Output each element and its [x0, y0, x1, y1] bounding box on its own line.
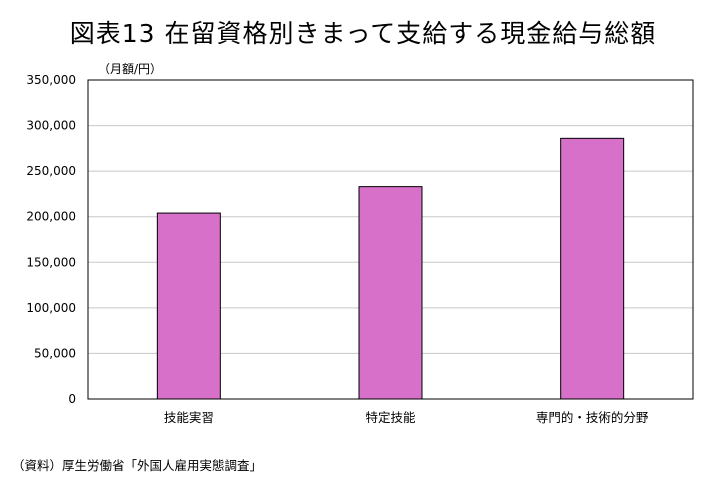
bar [156, 212, 221, 400]
y-tick-label: 300,000 [26, 119, 76, 133]
x-axis-categories: 技能実習 特定技能 専門的・技術的分野 [164, 410, 649, 425]
y-axis-unit-label: （月額/円） [98, 62, 163, 76]
y-tick-label: 0 [68, 392, 76, 406]
source-note: （資料）厚生労働省「外国人雇用実態調査」 [12, 458, 263, 473]
y-tick-label: 250,000 [26, 164, 76, 178]
x-category-label: 専門的・技術的分野 [536, 410, 649, 425]
y-tick-label: 200,000 [26, 210, 76, 224]
x-category-label: 技能実習 [164, 410, 214, 425]
bar [358, 186, 423, 400]
y-tick-label: 100,000 [26, 301, 76, 315]
bar [560, 137, 625, 400]
y-tick-label: 350,000 [26, 73, 76, 87]
x-category-label: 特定技能 [365, 410, 416, 425]
chart-title: 図表13 在留資格別きまって支給する現金給与総額 [69, 19, 657, 48]
y-axis-ticks: 0 50,000 100,000 150,000 200,000 250,000 300,0… [26, 73, 76, 406]
bars [156, 137, 625, 400]
y-tick-label: 150,000 [26, 255, 76, 269]
y-tick-label: 50,000 [34, 346, 76, 360]
plot-frame [87, 79, 694, 400]
